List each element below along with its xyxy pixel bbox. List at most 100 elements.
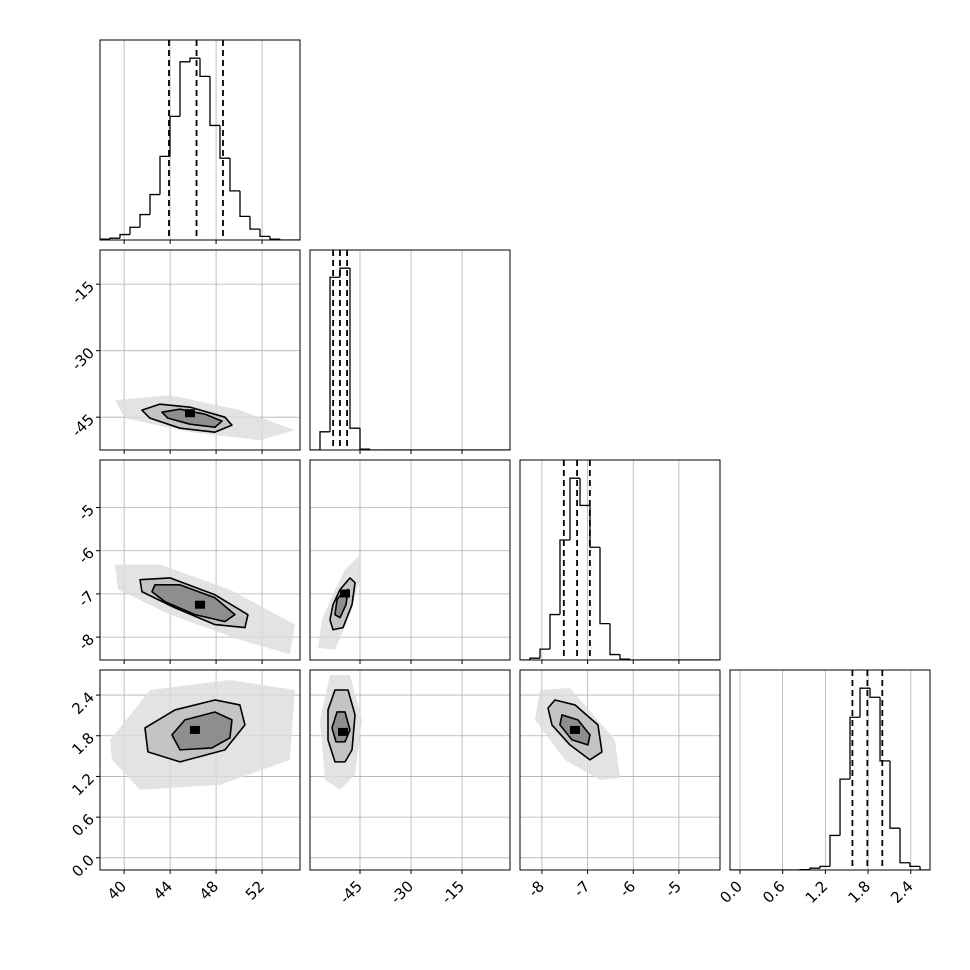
histogram-step: [199, 58, 210, 78]
histogram-step: [189, 57, 200, 62]
x-tick-label: 44: [150, 877, 176, 903]
panel-grid: [310, 460, 510, 660]
panel-grid: [739, 670, 912, 870]
histogram-step: [869, 688, 881, 698]
density-peak: [340, 589, 350, 598]
histogram-step: [109, 237, 120, 240]
histogram-step: [159, 155, 170, 195]
density-peak: [185, 409, 195, 418]
histogram-step: [819, 865, 830, 869]
histogram-step: [589, 505, 600, 548]
y-tick-label: -6: [75, 544, 98, 567]
panel: [310, 250, 510, 450]
histogram-step: [329, 276, 340, 432]
x-tick-label: -30: [387, 877, 417, 907]
histogram-step: [559, 539, 570, 615]
histogram-step: [919, 866, 930, 870]
panel: [534, 687, 620, 780]
histogram-step: [599, 547, 610, 625]
panel-frame: [99, 669, 301, 871]
histogram-step: [149, 193, 160, 215]
histogram-step: [209, 76, 220, 127]
y-tick-label: 0.6: [68, 810, 98, 840]
panel-frame: [309, 249, 511, 451]
histogram-step: [339, 267, 350, 278]
histogram-step: [889, 760, 901, 829]
histogram-step: [179, 61, 190, 117]
histogram-step: [829, 834, 841, 867]
panel: [320, 675, 363, 790]
x-tick-label: 40: [104, 877, 130, 903]
x-tick-label: 0.6: [759, 877, 789, 907]
x-tick-label: 52: [242, 877, 268, 903]
panel: [110, 679, 295, 790]
contour: [151, 584, 236, 623]
y-tick-label: -8: [75, 630, 98, 653]
histogram-step: [569, 477, 580, 540]
x-tick-label: -5: [662, 877, 685, 900]
panel-frame: [519, 669, 721, 871]
panel-frame: [99, 459, 301, 661]
panel-frame: [99, 39, 301, 241]
panel-grid: [123, 40, 263, 240]
panel-frame: [519, 459, 721, 661]
histogram-step: [219, 125, 230, 159]
histogram-step: [139, 213, 150, 228]
contour: [171, 711, 233, 751]
x-tick-label: 0.0: [716, 877, 746, 907]
histogram-step: [239, 190, 250, 218]
histogram-step: [359, 428, 370, 450]
density-peak: [338, 727, 349, 736]
panel: [520, 460, 720, 660]
panel-grid: [541, 460, 680, 660]
histogram-step: [119, 233, 130, 239]
panel-frame: [309, 459, 511, 661]
panel: [730, 670, 930, 870]
density-peak: [189, 725, 200, 734]
panel: [114, 564, 295, 655]
histogram-step: [369, 449, 380, 450]
histogram-step: [529, 657, 540, 660]
histogram-step: [269, 236, 280, 240]
y-tick-label: 2.4: [68, 688, 98, 718]
panel: [100, 40, 300, 240]
x-tick-label: 48: [196, 877, 222, 903]
density-peak: [569, 725, 580, 734]
y-tick-label: 0.0: [68, 851, 98, 881]
histogram-step: [899, 828, 910, 864]
histogram-step: [879, 697, 890, 762]
histogram-step: [619, 654, 630, 660]
panel-frame: [99, 249, 301, 451]
histogram-step: [279, 239, 290, 240]
x-tick-label: -15: [438, 877, 468, 907]
x-tick-label: -45: [336, 877, 366, 907]
panel-frame: [729, 669, 931, 871]
x-tick-label: 1.2: [802, 877, 832, 907]
y-tick-label: -30: [68, 344, 98, 374]
histogram-step: [229, 158, 240, 192]
y-tick-label: -15: [68, 277, 98, 307]
histogram-step: [909, 862, 921, 868]
x-tick-label: 2.4: [887, 877, 917, 907]
panel: [114, 395, 295, 441]
density-peak: [195, 600, 205, 609]
histogram-step: [169, 115, 180, 157]
x-tick-label: -7: [570, 877, 593, 900]
y-tick-label: -7: [75, 587, 98, 610]
histogram-step: [319, 431, 330, 450]
y-tick-label: -5: [75, 501, 98, 524]
histogram-step: [629, 659, 640, 660]
x-tick-label: -8: [525, 877, 548, 900]
panel-grid: [359, 250, 463, 450]
histogram-step: [859, 687, 870, 718]
histogram-step: [609, 623, 620, 656]
y-tick-label: -45: [68, 410, 98, 440]
histogram-step: [809, 867, 821, 870]
contour: [161, 408, 223, 429]
y-tick-label: 1.8: [68, 729, 98, 759]
panel: [317, 554, 361, 650]
histogram-step: [259, 229, 270, 238]
x-tick-label: -6: [616, 877, 639, 900]
histogram-step: [249, 216, 260, 230]
